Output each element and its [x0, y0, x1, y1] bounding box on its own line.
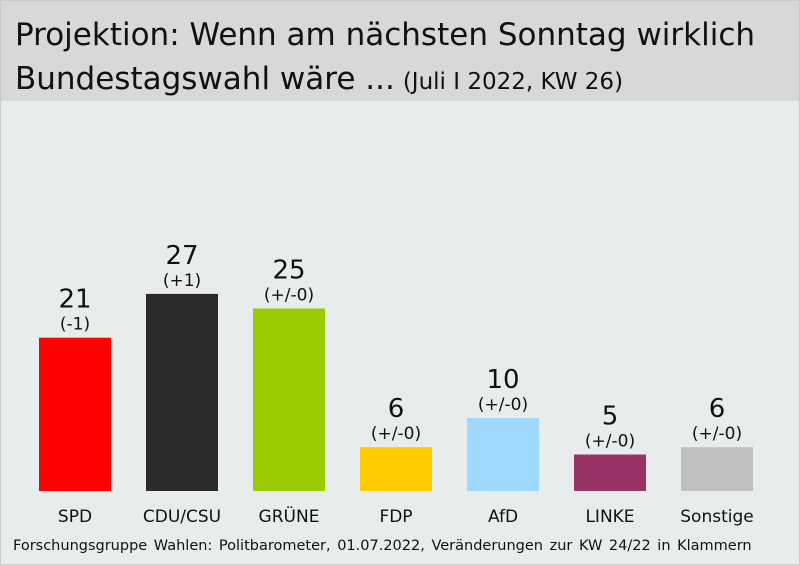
chart-title-line-1: Projektion: Wenn am nächsten Sonntag wir… — [15, 17, 756, 53]
value-label-gr-ne: 25 — [272, 256, 305, 286]
change-label-linke: (+/-0) — [585, 432, 635, 452]
change-label-fdp: (+/-0) — [371, 424, 421, 444]
chart-title-line-2-text: Bundestagswahl wäre ... — [15, 61, 395, 97]
chart-subtitle: (Juli I 2022, KW 26) — [402, 69, 624, 95]
value-label-sonstige: 6 — [709, 394, 726, 424]
change-label-cdu-csu: (+1) — [163, 271, 201, 291]
source-footnote: Forschungsgruppe Wahlen: Politbarometer,… — [13, 538, 752, 554]
category-label-cdu-csu: CDU/CSU — [143, 507, 221, 527]
change-label-sonstige: (+/-0) — [692, 424, 742, 444]
category-label-gr-ne: GRÜNE — [259, 505, 320, 527]
value-label-spd: 21 — [58, 285, 91, 315]
change-label-afd: (+/-0) — [478, 395, 528, 415]
bar-sonstige — [681, 447, 753, 491]
value-label-linke: 5 — [602, 402, 619, 432]
bar-fdp — [360, 447, 432, 491]
change-label-spd: (-1) — [60, 315, 90, 335]
value-label-fdp: 6 — [388, 394, 405, 424]
chart-title-line-2: Bundestagswahl wäre ... (Juli I 2022, KW … — [15, 61, 623, 100]
bar-chart: (-1)21SPD(+1)27CDU/CSU(+/-0)25GRÜNE(+/-0… — [39, 241, 754, 527]
value-label-cdu-csu: 27 — [165, 241, 198, 271]
bar-gr-ne — [253, 308, 325, 491]
value-label-afd: 10 — [486, 365, 519, 395]
title-banner: Projektion: Wenn am nächsten Sonntag wir… — [1, 1, 799, 101]
bar-cdu-csu — [146, 293, 218, 491]
bar-spd — [39, 337, 111, 491]
category-label-spd: SPD — [58, 507, 92, 527]
bar-linke — [574, 454, 646, 491]
category-label-linke: LINKE — [585, 507, 634, 527]
bar-afd — [467, 418, 539, 491]
category-label-fdp: FDP — [379, 507, 412, 527]
category-label-afd: AfD — [488, 507, 518, 527]
category-label-sonstige: Sonstige — [680, 507, 753, 527]
change-label-gr-ne: (+/-0) — [264, 286, 314, 306]
